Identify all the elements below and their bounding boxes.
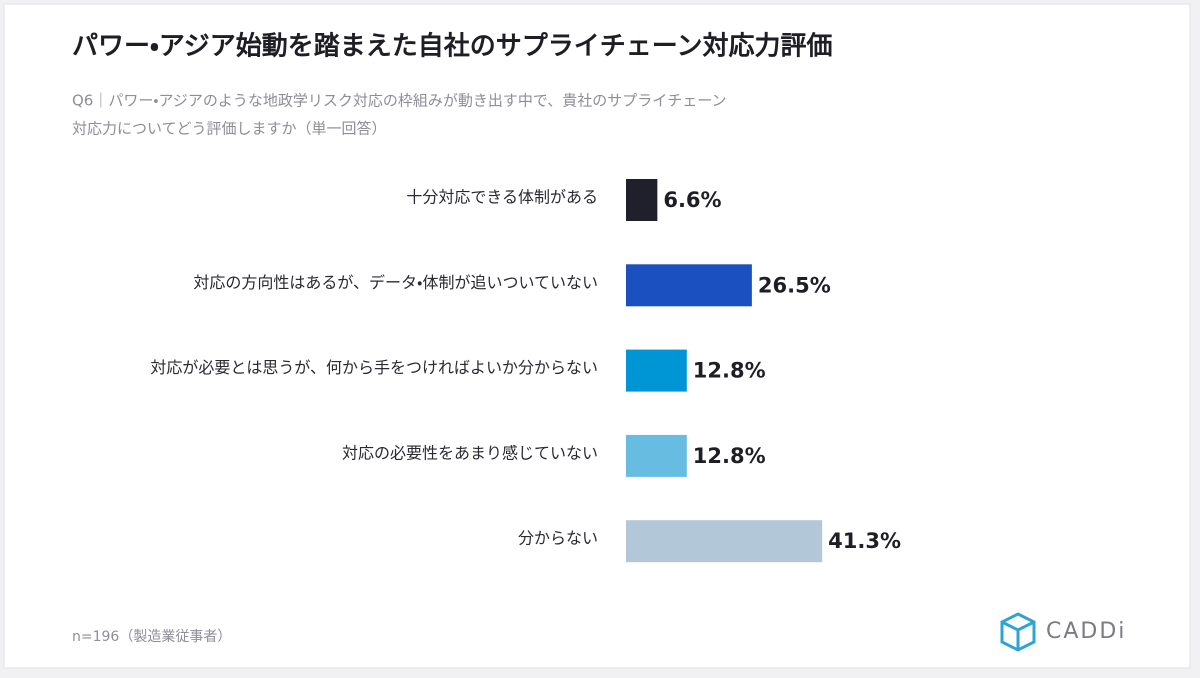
bar bbox=[626, 520, 823, 563]
category-label: 対応の方向性はあるが、データ・体制が追いついていない bbox=[193, 273, 598, 292]
value-label: 12.8% bbox=[693, 444, 766, 468]
bar bbox=[626, 434, 687, 477]
logo: CADDi bbox=[1000, 612, 1126, 652]
logo-icon bbox=[1000, 612, 1036, 652]
value-label: 26.5% bbox=[758, 273, 831, 297]
category-label: 分からない bbox=[518, 529, 598, 548]
value-label: 6.6% bbox=[663, 188, 721, 212]
subtitle: 対応力についてどう評価しますか（単一回答） bbox=[72, 120, 387, 138]
category-label: 対応の必要性をあまり感じていない bbox=[342, 443, 598, 462]
category-label: 十分対応できる体制がある bbox=[406, 188, 598, 207]
subtitle: Q6｜パワー・アジアのような地政学リスク対応の枠組みが動き出す中で、貴社のサプラ… bbox=[72, 92, 727, 110]
value-label: 12.8% bbox=[693, 359, 766, 383]
bar bbox=[626, 179, 658, 221]
bar bbox=[626, 349, 687, 392]
chart-title: パワー・アジア始動を踏まえた自社のサプライチェーン対応力評価 bbox=[72, 31, 833, 62]
card bbox=[3, 3, 1191, 669]
category-label: 対応が必要とは思うが、何から手をつければよいか分からない bbox=[150, 358, 598, 377]
logo-text: CADDi bbox=[1046, 619, 1126, 644]
value-label: 41.3% bbox=[828, 529, 901, 553]
note: n=196（製造業従事者） bbox=[72, 629, 231, 645]
bar bbox=[626, 264, 752, 307]
